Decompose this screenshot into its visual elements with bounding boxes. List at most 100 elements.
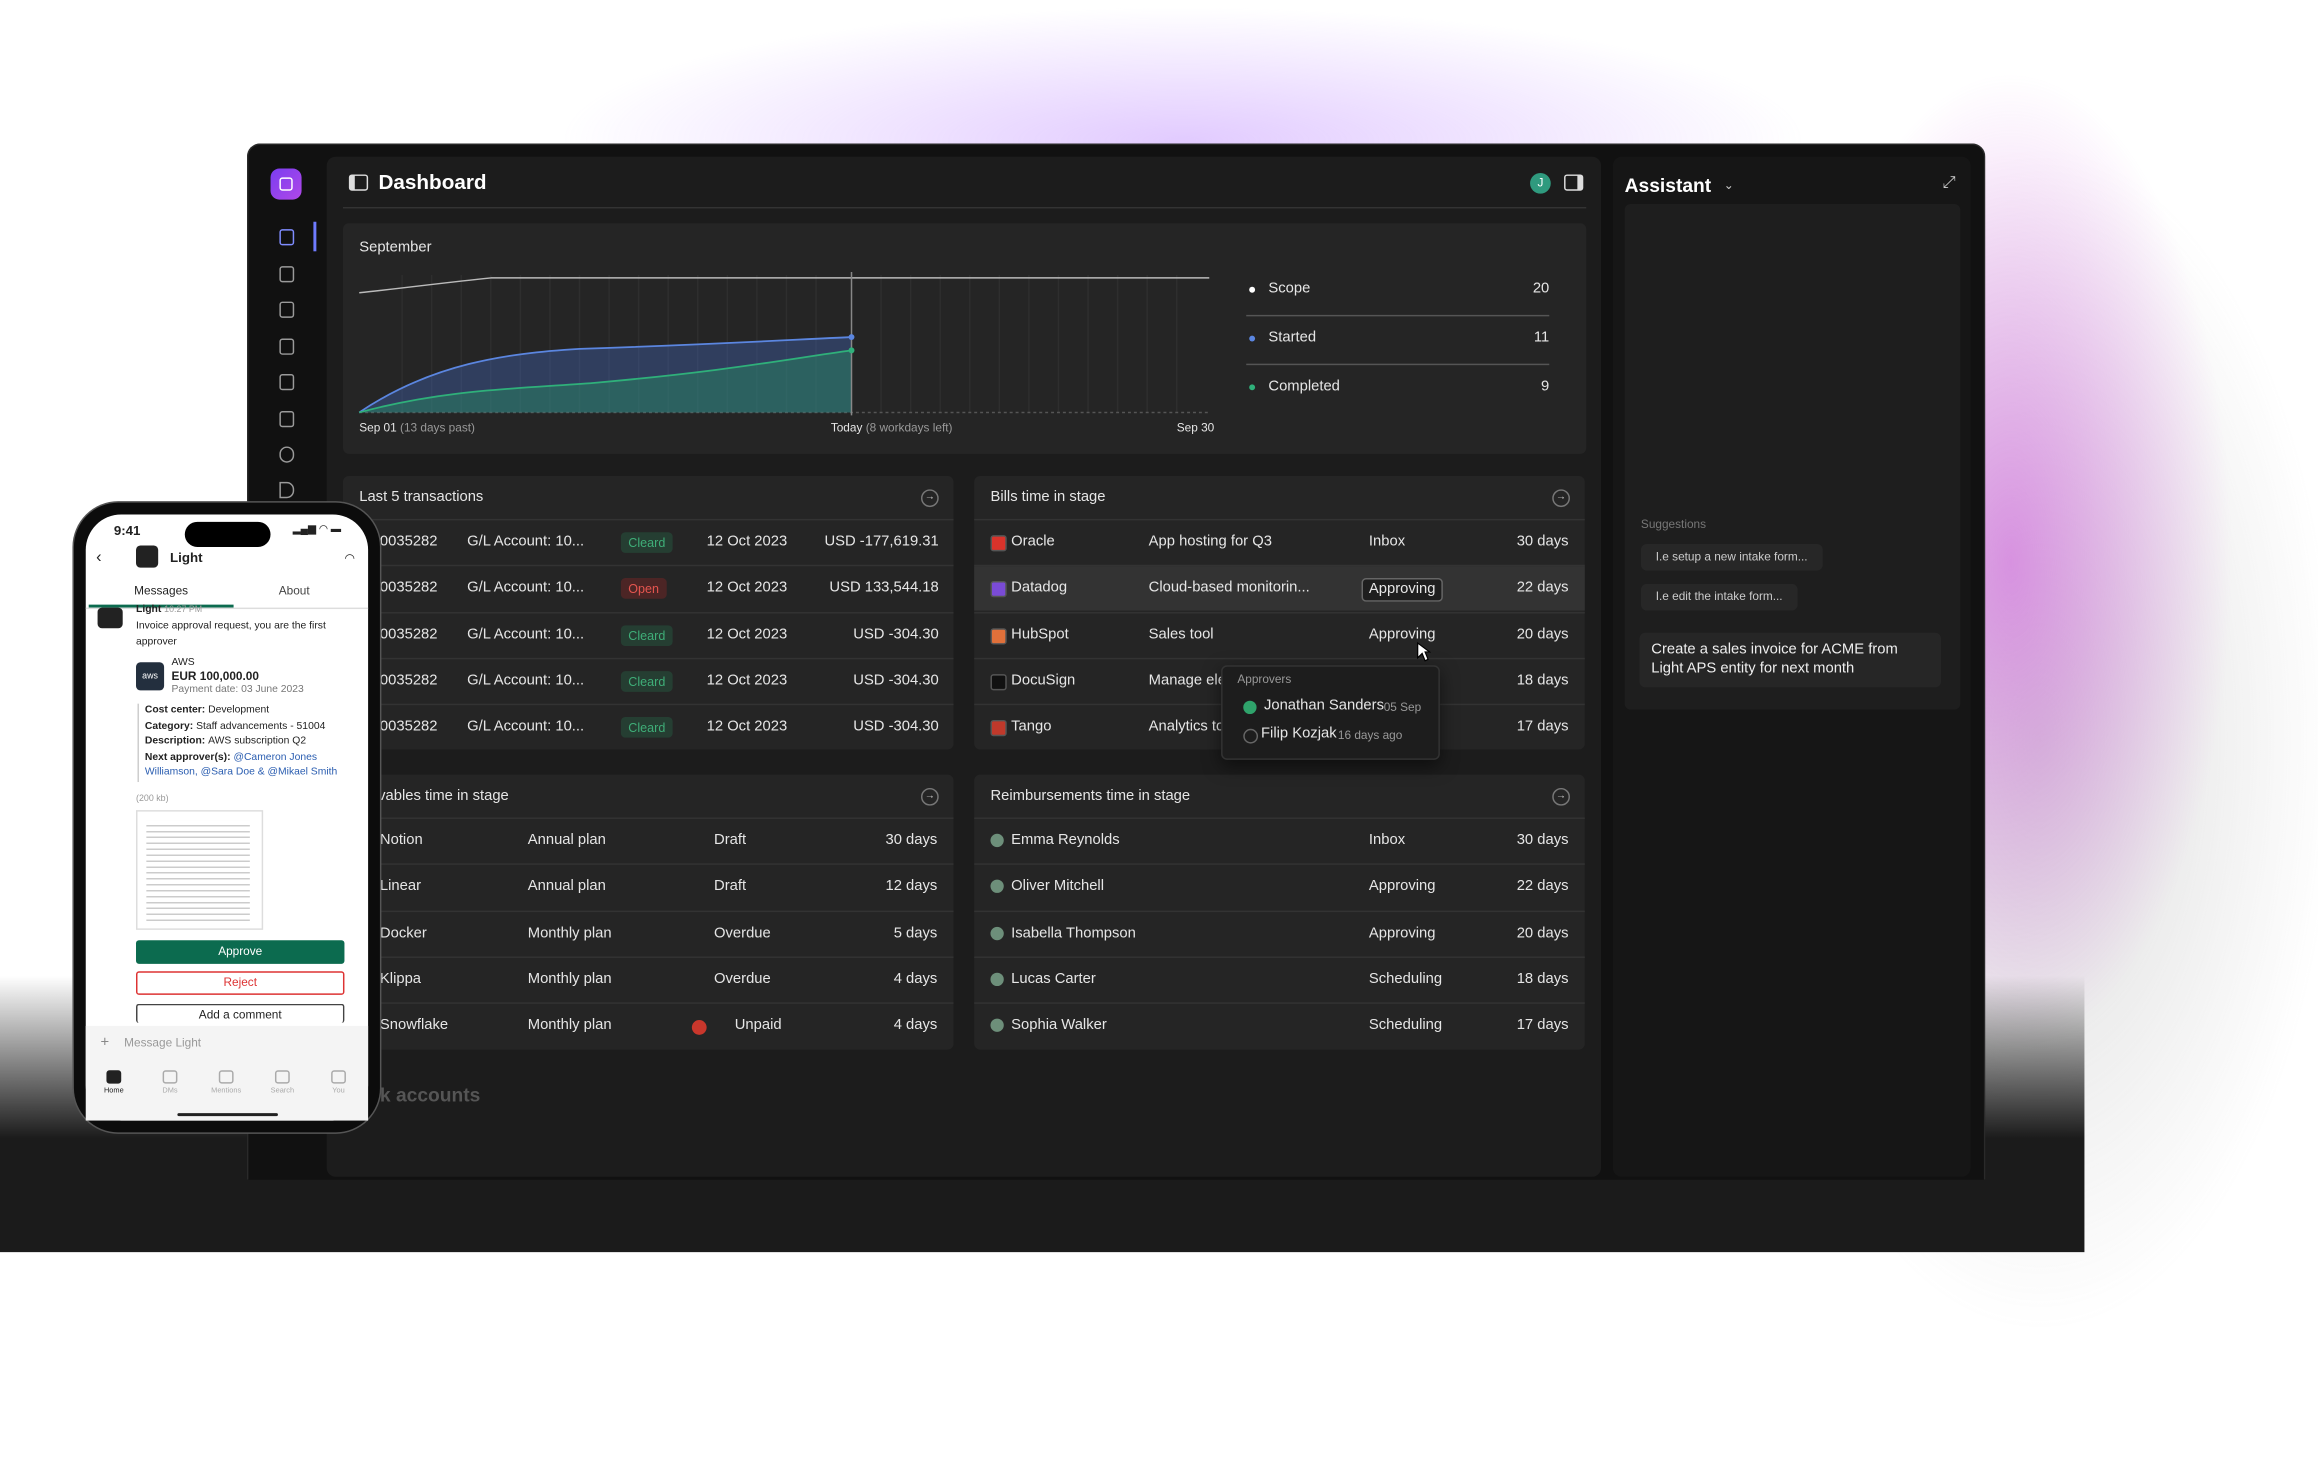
days: 22 days: [1516, 878, 1569, 895]
back-button[interactable]: ‹: [96, 548, 102, 567]
approver-name: Filip Kozjak: [1261, 725, 1337, 743]
row-divider: [342, 817, 954, 819]
prompt-input[interactable]: Create a sales invoice for ACME from Lig…: [1639, 632, 1942, 688]
nav-icon[interactable]: [106, 1070, 122, 1084]
status-badge: Cleard: [620, 532, 673, 553]
nav-icon[interactable]: [218, 1070, 234, 1084]
nav-icon[interactable]: [274, 1070, 290, 1084]
bank-accounts-title: k accounts: [379, 1083, 481, 1106]
approvers-tooltip: Approvers Jonathan Sanders 05 Sep Filip …: [1221, 665, 1440, 760]
days: 22 days: [1516, 579, 1569, 596]
legend-divider: [1246, 314, 1550, 317]
vendor-icon: [990, 674, 1007, 691]
comment-button[interactable]: Add a comment: [136, 1003, 345, 1023]
home-indicator: [177, 1113, 278, 1117]
tab[interactable]: About: [278, 583, 310, 598]
status: Approving: [1368, 925, 1436, 942]
date: 12 Oct 2023: [706, 718, 788, 735]
nav-label[interactable]: Search: [270, 1086, 295, 1096]
status: Draft: [714, 832, 747, 849]
nav-label[interactable]: Home: [103, 1086, 124, 1096]
days: 20 days: [1516, 626, 1569, 644]
status: Unpaid: [734, 1017, 782, 1034]
nav-label[interactable]: Mentions: [211, 1086, 242, 1096]
card-link[interactable]: →: [1552, 489, 1570, 508]
legend-dot: [1249, 335, 1256, 342]
composer-input[interactable]: Message Light: [124, 1036, 202, 1050]
nav-icon[interactable]: [279, 266, 295, 283]
description: Sales tool: [1148, 626, 1214, 644]
vendor-icon: [990, 628, 1007, 645]
row-divider: [974, 1002, 1585, 1004]
row-divider: [342, 657, 954, 660]
axis-end: Sep 30: [1176, 421, 1215, 435]
nav-icon[interactable]: [279, 229, 295, 246]
nav-icon[interactable]: [279, 410, 295, 428]
transactions-card: Last 5 transactions → 0035282 G/L Account: …: [342, 476, 954, 750]
legend-label: Completed: [1268, 378, 1340, 395]
approver-date: 05 Sep: [1383, 700, 1422, 715]
nav-icon[interactable]: [279, 301, 295, 318]
dynamic-island: [184, 521, 271, 547]
nav-icon[interactable]: [279, 338, 295, 355]
status-badge: Cleard: [620, 671, 673, 692]
transaction-id: 0035282: [379, 626, 438, 644]
headphones-icon[interactable]: ◠: [344, 551, 355, 565]
days: 30 days: [1516, 832, 1569, 849]
nav-icon[interactable]: [331, 1070, 346, 1084]
payment-date: Payment date: 03 June 2023: [171, 684, 304, 695]
vendor: HubSpot: [1011, 626, 1069, 644]
status: Scheduling: [1368, 971, 1443, 988]
suggestion-chip[interactable]: I.e setup a new intake form...: [1640, 544, 1823, 571]
amount: USD 133,544.18: [829, 579, 939, 596]
card-title: Bills time in stage: [990, 489, 1106, 506]
status: Inbox: [1368, 832, 1406, 849]
detail-label: Category:: [144, 720, 194, 732]
header-divider: [342, 206, 1587, 209]
date: 12 Oct 2023: [706, 579, 788, 596]
panel-toggle[interactable]: [1564, 174, 1584, 191]
axis-start: Sep 01 (13 days past): [359, 418, 475, 439]
expand-icon[interactable]: ⤢: [1942, 174, 1956, 193]
nav-label[interactable]: DMs: [162, 1086, 178, 1096]
transaction-id: 0035282: [379, 533, 438, 550]
row-divider: [974, 612, 1585, 614]
nav-icon[interactable]: [279, 481, 295, 499]
composer-plus[interactable]: +: [100, 1034, 110, 1052]
approve-button[interactable]: Approve: [136, 940, 345, 964]
customer: Klippa: [379, 971, 422, 988]
employee-icon: [990, 972, 1004, 987]
card-link[interactable]: →: [920, 489, 939, 508]
card-link[interactable]: →: [920, 787, 939, 806]
assistant-title[interactable]: Assistant: [1624, 174, 1712, 197]
row-divider: [974, 518, 1585, 521]
days: 18 days: [1516, 971, 1569, 988]
suggestions-label: Suggestions: [1640, 517, 1707, 531]
nav-icon[interactable]: [162, 1070, 178, 1084]
sidebar-toggle[interactable]: [348, 174, 369, 191]
tab[interactable]: Messages: [134, 583, 189, 598]
amount: USD -177,619.31: [824, 533, 939, 550]
suggestion-chip[interactable]: I.e edit the intake form...: [1640, 583, 1798, 611]
description: Analytics to: [1148, 718, 1225, 735]
axis-start-label: Sep 01: [359, 421, 397, 435]
row-divider: [342, 863, 954, 865]
status-icons: ▂▄▆ ◠ ▬: [292, 524, 342, 536]
card-link[interactable]: →: [1552, 787, 1570, 806]
row-divider: [974, 657, 1585, 660]
row-divider: [342, 910, 954, 913]
legend-dot: [1249, 286, 1256, 293]
status: Approving: [1361, 578, 1443, 602]
avatar[interactable]: [1530, 172, 1551, 194]
sent-time: 10:27 PM: [164, 606, 203, 615]
nav-icon[interactable]: [279, 446, 295, 463]
nav-icon[interactable]: [279, 374, 295, 391]
reject-button[interactable]: Reject: [136, 971, 345, 995]
status: Approving: [1368, 626, 1436, 644]
legend-value: 20: [1532, 280, 1550, 298]
nav-label[interactable]: You: [332, 1086, 345, 1096]
customer: Linear: [379, 878, 422, 895]
row-highlight: [974, 566, 1585, 611]
customer: Notion: [379, 832, 423, 849]
